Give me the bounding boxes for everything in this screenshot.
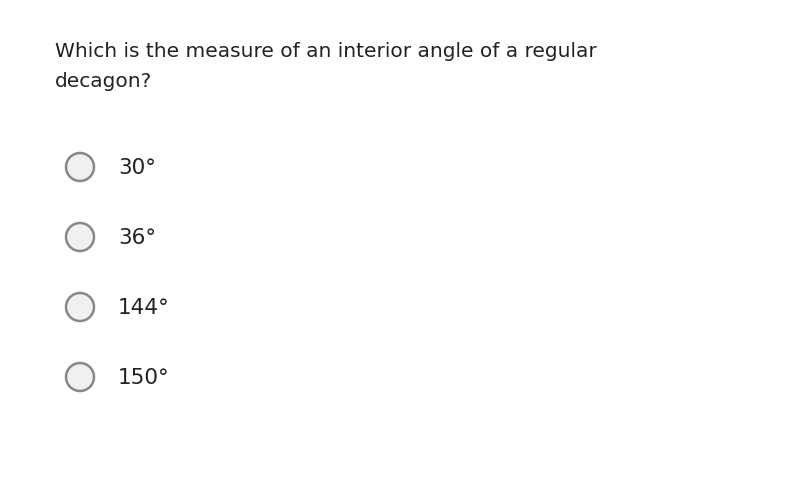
Text: 30°: 30° xyxy=(118,157,156,178)
Text: Which is the measure of an interior angle of a regular: Which is the measure of an interior angl… xyxy=(55,42,597,61)
Text: 150°: 150° xyxy=(118,367,170,387)
Ellipse shape xyxy=(66,293,94,321)
Ellipse shape xyxy=(66,154,94,181)
Ellipse shape xyxy=(66,363,94,391)
Text: decagon?: decagon? xyxy=(55,72,152,91)
Text: 36°: 36° xyxy=(118,228,156,248)
Text: 144°: 144° xyxy=(118,298,170,317)
Ellipse shape xyxy=(66,224,94,252)
